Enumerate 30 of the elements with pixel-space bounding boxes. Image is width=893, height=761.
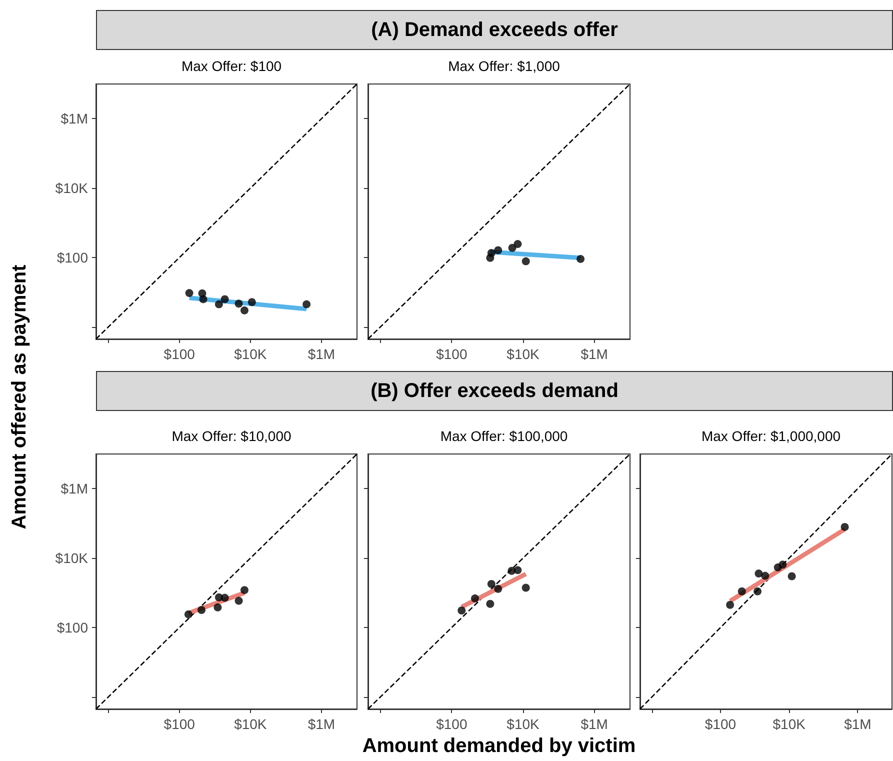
x-tick-label: $10K xyxy=(234,716,268,732)
y-tick-label: $1M xyxy=(60,110,88,127)
chart-title: Max Offer: $10,000 xyxy=(172,428,292,444)
x-tick-label: $100 xyxy=(704,716,736,732)
x-tick-label: $10K xyxy=(506,346,540,362)
y-tick-label: $1M xyxy=(60,480,88,497)
y-tick-label: $100 xyxy=(56,250,88,266)
x-tick-label: $1M xyxy=(844,716,872,732)
chart-title: Max Offer: $1,000,000 xyxy=(701,428,841,444)
x-tick-label: $100 xyxy=(164,346,196,362)
x-tick-label: $10K xyxy=(506,716,540,732)
y-tick-label: $10K xyxy=(55,180,89,196)
x-tick-label: $10K xyxy=(234,346,268,362)
y-tick-label: $100 xyxy=(56,620,88,636)
x-tick-label: $100 xyxy=(164,716,196,732)
x-axis-title: Amount demanded by victim xyxy=(362,735,636,758)
chart-title: Max Offer: $1,000 xyxy=(448,58,560,74)
chart-title: Max Offer: $100,000 xyxy=(440,428,568,444)
x-tick-label: $1M xyxy=(308,346,336,362)
text: (B) Offer exceeds demand xyxy=(96,371,893,411)
x-tick-label: $100 xyxy=(436,346,468,362)
x-tick-label: $1M xyxy=(580,716,608,732)
chart-title: Max Offer: $100 xyxy=(181,58,282,74)
x-tick-label: $10K xyxy=(772,716,806,732)
y-axis-title: Amount offered as payment xyxy=(8,264,32,530)
x-tick-label: $100 xyxy=(436,716,468,732)
text: (A) Demand exceeds offer xyxy=(96,10,893,50)
x-tick-label: $1M xyxy=(580,346,608,362)
x-tick-label: $1M xyxy=(308,716,336,732)
y-tick-label: $10K xyxy=(55,550,89,566)
